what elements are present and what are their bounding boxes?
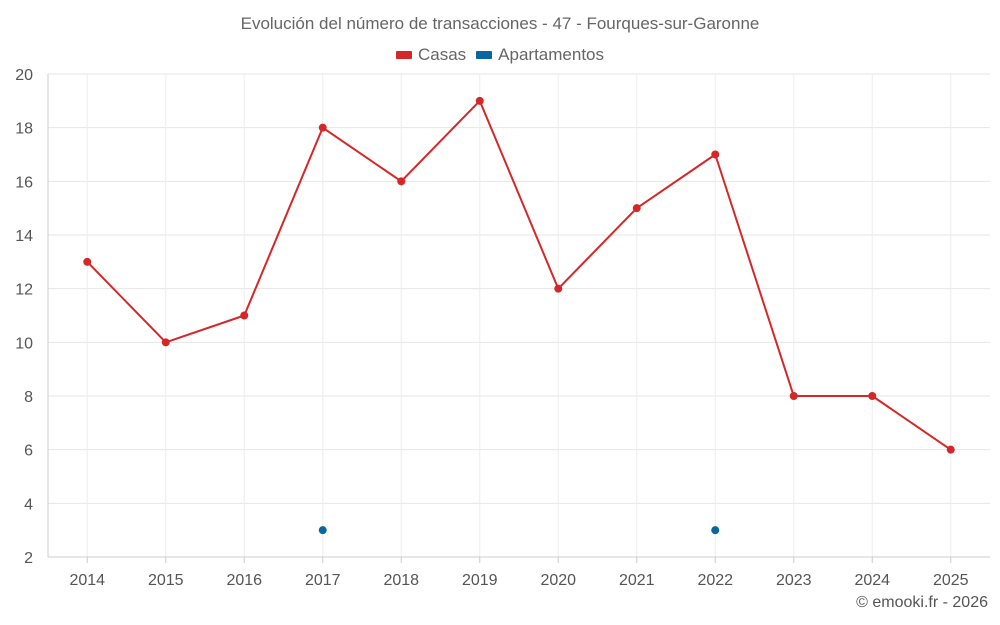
data-point-casas: [946, 445, 955, 454]
x-tick-label: 2024: [854, 572, 890, 589]
data-point-casas: [475, 96, 484, 105]
data-point-casas: [632, 204, 641, 213]
y-tick-label: 20: [15, 67, 33, 84]
data-point-apartamentos: [711, 526, 720, 535]
legend-label-apartamentos: Apartamentos: [498, 45, 605, 64]
x-tick-label: 2015: [148, 572, 184, 589]
x-tick-label: 2020: [540, 572, 576, 589]
legend-swatch-casas: [395, 51, 412, 59]
data-point-casas: [554, 284, 563, 293]
x-tick-label: 2021: [619, 572, 655, 589]
data-point-casas: [868, 392, 877, 400]
x-tick-label: 2019: [462, 572, 498, 589]
data-point-casas: [789, 392, 798, 400]
legend-label-casas: Casas: [417, 45, 467, 64]
series-line-casas: [86, 99, 952, 451]
legend: Casas Apartamentos: [0, 45, 1000, 65]
y-tick-label: 8: [24, 389, 33, 406]
data-point-casas: [318, 123, 327, 132]
credit: © emooki.fr - 2026: [856, 594, 988, 611]
data-point-casas: [397, 177, 406, 186]
data-point-casas: [240, 311, 249, 320]
data-point-casas: [83, 257, 92, 266]
y-tick-label: 6: [24, 443, 33, 460]
x-tick-label: 2018: [383, 572, 419, 589]
x-tick-label: 2016: [226, 572, 262, 589]
legend-item-casas[interactable]: Casas: [395, 45, 467, 65]
data-point-casas: [711, 150, 720, 159]
y-tick-label: 16: [15, 174, 33, 191]
data-point-casas: [161, 338, 170, 347]
y-tick-label: 2: [24, 550, 33, 567]
legend-item-apartamentos[interactable]: Apartamentos: [476, 45, 604, 65]
y-tick-label: 4: [24, 496, 33, 513]
y-tick-label: 14: [15, 228, 33, 245]
x-tick-label: 2022: [697, 572, 733, 589]
y-tick-label: 12: [15, 282, 33, 299]
y-tick-label: 18: [15, 121, 33, 138]
x-tick-label: 2023: [776, 572, 812, 589]
x-tick-label: 2017: [305, 572, 341, 589]
x-tick-label: 2025: [933, 572, 969, 589]
data-point-apartamentos: [318, 526, 327, 535]
chart-title: Evolución del número de transacciones - …: [240, 14, 760, 33]
y-tick-label: 10: [15, 335, 33, 352]
legend-swatch-apartamentos: [476, 51, 493, 59]
x-tick-label: 2014: [69, 572, 105, 589]
